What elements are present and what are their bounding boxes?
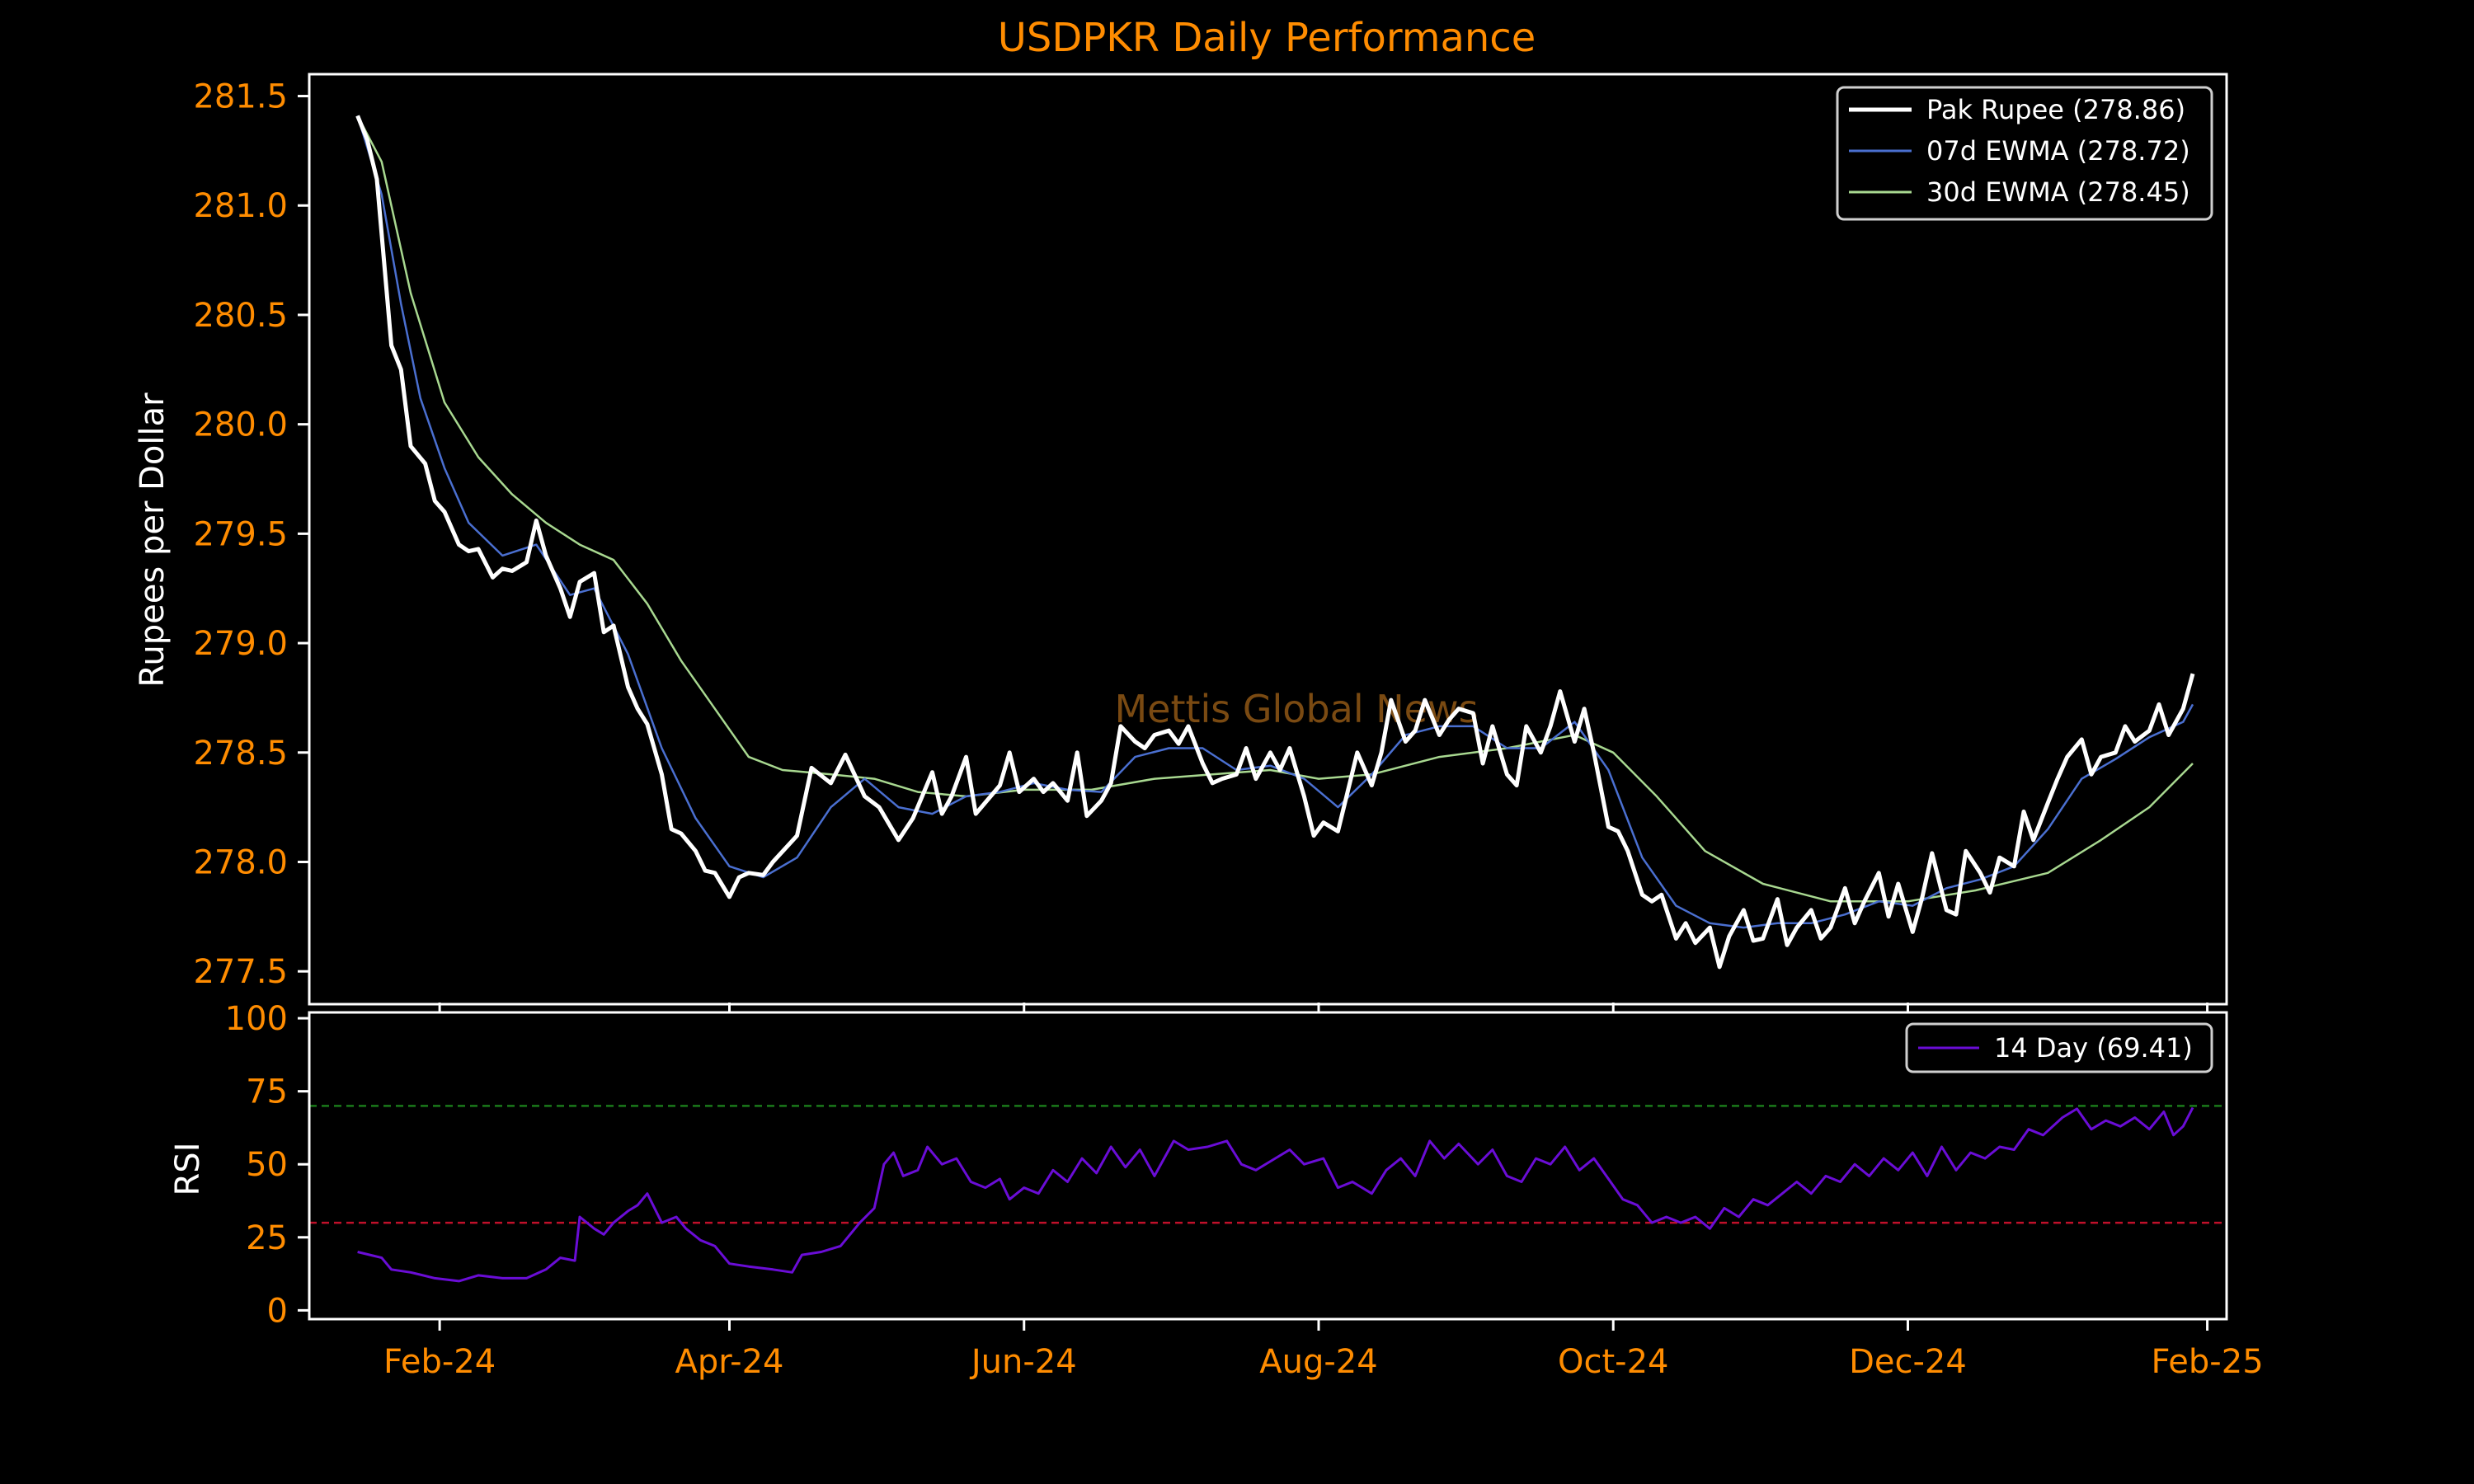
x-tick-label: Jun-24 xyxy=(969,1343,1077,1381)
price-legend-box xyxy=(1836,86,2213,221)
rsi-y-tick-label: 0 xyxy=(267,1292,288,1330)
rsi-legend-box xyxy=(1905,1022,2213,1073)
price-y-tick-label: 280.5 xyxy=(193,297,288,335)
rsi-frame xyxy=(308,1011,2228,1321)
x-tick-label: Feb-24 xyxy=(383,1343,496,1381)
price-legend-label: 07d EWMA (278.72) xyxy=(1926,135,2190,167)
x-tick-label: Feb-25 xyxy=(2151,1343,2263,1381)
rsi-legend-label: 14 Day (69.41) xyxy=(1994,1032,2193,1064)
rsi-ylabel: RSI xyxy=(169,1143,207,1196)
price-ylabel: Rupees per Dollar xyxy=(134,392,172,688)
rsi-y-tick-label: 100 xyxy=(225,1000,288,1038)
rsi-y-ticks: 0 25 50 75 100 xyxy=(225,1000,309,1330)
price-y-ticks: 277.5 278.0 278.5 279.0 279.5 280.0 280.5 281.0… xyxy=(193,78,309,991)
price-series-line-2 xyxy=(356,115,2194,903)
price-y-tick-label: 281.5 xyxy=(193,78,288,116)
price-legend: Pak Rupee (278.86) 07d EWMA (278.72) 30d E… xyxy=(1836,86,2213,221)
rsi-y-tick-label: 50 xyxy=(246,1146,288,1184)
rsi-series-line xyxy=(357,1106,2194,1283)
x-tick-label: Oct-24 xyxy=(1558,1343,1669,1381)
price-series-lines xyxy=(355,115,2195,970)
price-y-tick-label: 280.0 xyxy=(193,406,288,444)
x-axis-ticks: Feb-24 Apr-24 Jun-24 Aug-24 Oct-24 Dec-24 Feb-… xyxy=(383,1003,2264,1381)
rsi-y-tick-label: 75 xyxy=(246,1073,288,1111)
x-tick-label: Apr-24 xyxy=(675,1343,784,1381)
chart-title: USDPKR Daily Performance xyxy=(998,15,1536,61)
price-y-tick-label: 277.5 xyxy=(193,953,288,991)
price-legend-label: Pak Rupee (278.86) xyxy=(1926,94,2185,125)
rsi-legend: 14 Day (69.41) xyxy=(1905,1022,2213,1073)
price-y-tick-label: 281.0 xyxy=(193,187,288,225)
price-y-tick-label: 278.0 xyxy=(193,843,288,881)
x-tick-label: Aug-24 xyxy=(1259,1343,1377,1381)
rsi-y-tick-label: 25 xyxy=(246,1219,288,1257)
price-frame xyxy=(308,73,2228,1006)
price-legend-label: 30d EWMA (278.45) xyxy=(1926,176,2190,208)
price-series-line-0 xyxy=(355,115,2195,970)
price-y-tick-label: 279.0 xyxy=(193,625,288,663)
x-tick-label: Dec-24 xyxy=(1849,1343,1967,1381)
rsi-series-lines xyxy=(357,1106,2194,1283)
rsi-reference-lines xyxy=(309,1105,2227,1224)
price-y-tick-label: 279.5 xyxy=(193,515,288,553)
rsi-panel: 0 25 50 75 100 RSI 14 Day (69.41) Feb-24 Apr-… xyxy=(169,1000,2264,1381)
price-panel: 277.5 278.0 278.5 279.0 279.5 280.0 280.5 281.0… xyxy=(134,73,2228,1006)
price-y-tick-label: 278.5 xyxy=(193,735,288,773)
